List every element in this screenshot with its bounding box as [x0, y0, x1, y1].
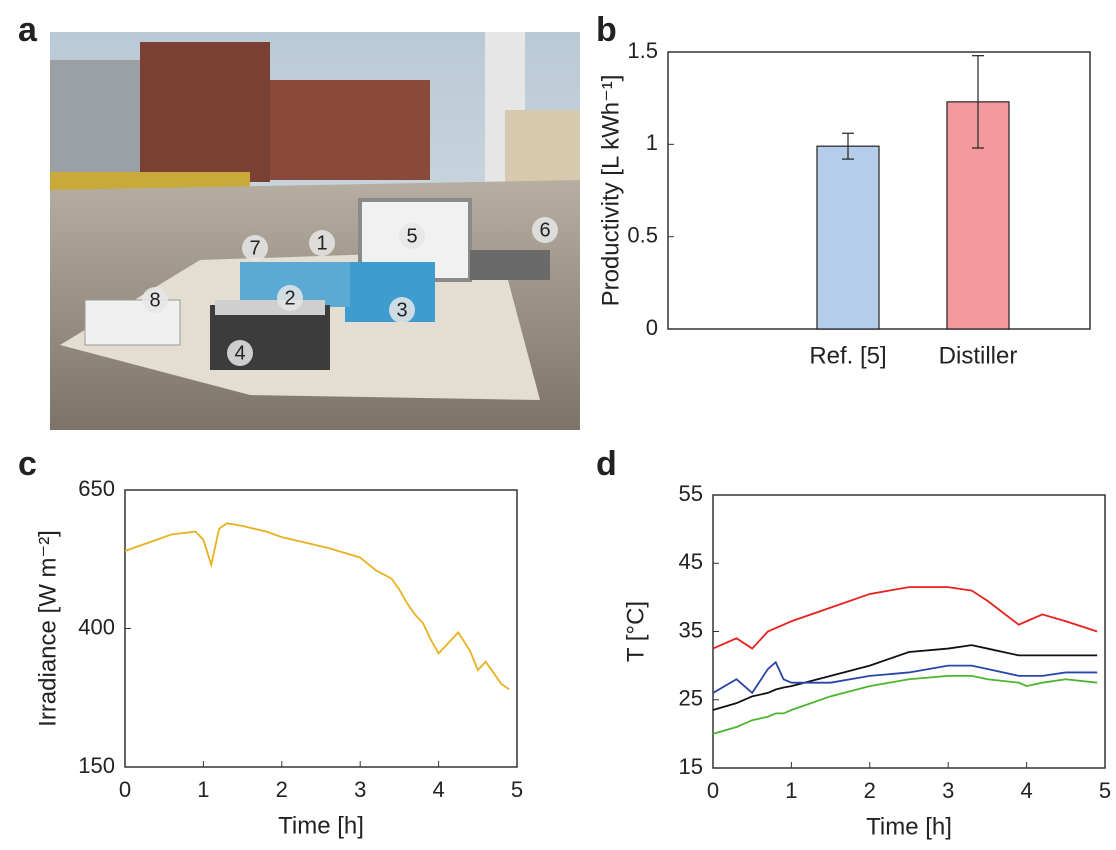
y-tick-label: 45: [679, 549, 703, 574]
x-tick-label: 5: [1099, 778, 1111, 803]
x-tick-label: 0: [119, 777, 131, 802]
y-axis-label: Irradiance [W m⁻²]: [34, 530, 61, 727]
photo-label: 3: [396, 299, 407, 321]
x-axis-label: Time [h]: [866, 813, 952, 840]
photo: [50, 32, 580, 430]
x-tick-label: 0: [707, 778, 719, 803]
x-tick-label: Ref. [5]: [809, 342, 886, 369]
panel-label: a: [18, 11, 38, 49]
x-tick-label: 5: [511, 777, 523, 802]
error-bar: [842, 132, 854, 160]
label-badge: [227, 340, 253, 366]
label-badge: [309, 230, 335, 256]
panel-label: b: [596, 11, 617, 49]
photo-label: 5: [406, 225, 417, 247]
label-badge: [532, 217, 558, 243]
line-series: [124, 522, 510, 691]
label-badge: [277, 285, 303, 311]
plot-frame: [712, 494, 1106, 769]
y-tick-label: 1: [646, 130, 658, 155]
line-series: [712, 674, 1098, 735]
y-tick-label: 650: [78, 476, 115, 501]
x-tick-label: Distiller: [939, 342, 1018, 369]
y-tick-label: 25: [679, 686, 703, 711]
x-tick-label: 1: [197, 777, 209, 802]
line-series: [712, 644, 1098, 711]
x-tick-label: 4: [432, 777, 444, 802]
label-badge: [389, 297, 415, 323]
line-series: [712, 660, 1098, 695]
x-tick-label: 4: [1020, 778, 1032, 803]
x-tick-label: 2: [276, 777, 288, 802]
bar: [816, 145, 880, 330]
y-tick-label: 35: [679, 617, 703, 642]
y-axis-label: T [°C]: [622, 601, 649, 662]
photo-label: 4: [234, 342, 245, 364]
label-badge: [142, 287, 168, 313]
panel-label: c: [18, 445, 37, 483]
photo-label: 6: [539, 219, 550, 241]
x-tick-label: 2: [864, 778, 876, 803]
panel-label: d: [596, 445, 617, 483]
label-badge: [242, 235, 268, 261]
photo-label: 7: [249, 237, 260, 259]
photo-label: 2: [284, 287, 295, 309]
y-tick-label: 15: [679, 754, 703, 779]
photo-label: 8: [149, 289, 160, 311]
x-tick-label: 3: [354, 777, 366, 802]
x-tick-label: 3: [942, 778, 954, 803]
y-tick-label: 150: [78, 753, 115, 778]
y-tick-label: 0.5: [627, 222, 658, 247]
y-tick-label: 0: [646, 315, 658, 340]
label-badge: [399, 223, 425, 249]
y-tick-label: 1.5: [627, 38, 658, 63]
x-axis-label: Time [h]: [278, 812, 364, 839]
photo-label: 1: [316, 232, 327, 254]
error-bar: [972, 55, 984, 149]
y-tick-label: 400: [78, 614, 115, 639]
y-tick-label: 55: [679, 481, 703, 506]
x-tick-label: 1: [785, 778, 797, 803]
line-series: [712, 586, 1098, 650]
plot-frame: [124, 489, 518, 768]
y-axis-label: Productivity [L kWh⁻¹]: [597, 75, 624, 307]
